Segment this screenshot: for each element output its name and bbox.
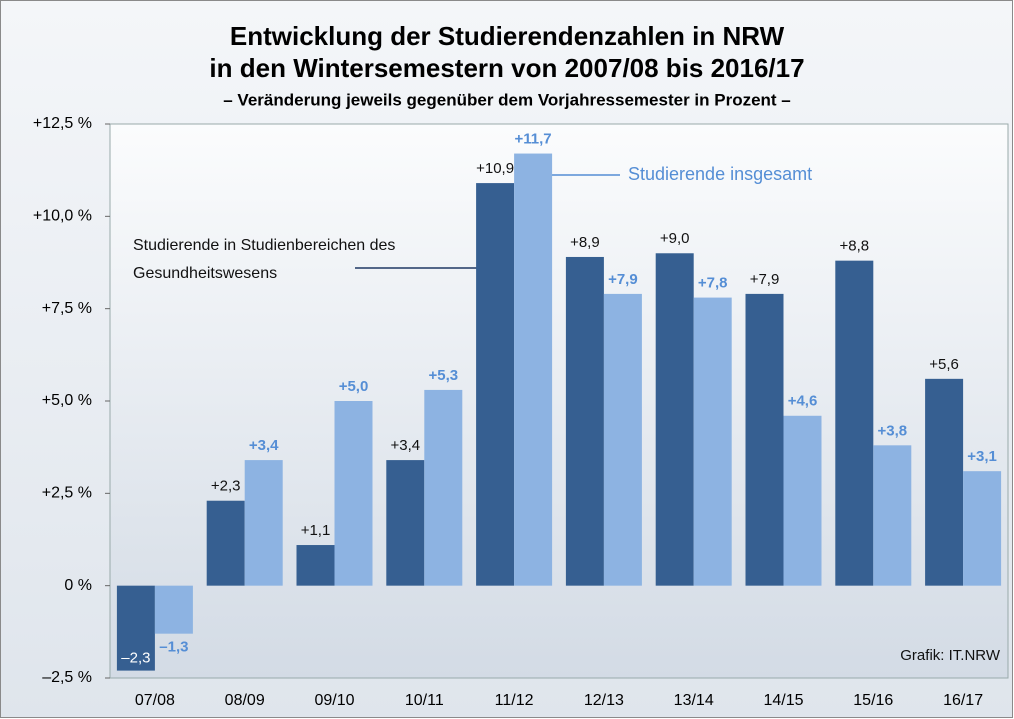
- bar: [604, 294, 642, 586]
- chart-title: in den Wintersemestern von 2007/08 bis 2…: [209, 53, 804, 83]
- bar: [566, 257, 604, 586]
- value-label: +5,3: [428, 367, 458, 384]
- bar: [245, 460, 283, 586]
- bar: [694, 298, 732, 586]
- page: Entwicklung der Studierendenzahlen in NR…: [0, 0, 1014, 719]
- bar: [656, 253, 694, 585]
- bar: [835, 261, 873, 586]
- value-label: –2,3: [121, 650, 150, 667]
- value-label: +10,9: [476, 160, 514, 177]
- x-tick-label: 10/11: [405, 692, 444, 709]
- value-label: +4,6: [788, 393, 818, 410]
- value-label: +5,6: [929, 356, 959, 373]
- value-label: +3,8: [877, 422, 907, 439]
- x-tick-label: 13/14: [674, 692, 714, 709]
- bar: [514, 154, 552, 586]
- value-label: +1,1: [301, 522, 331, 539]
- value-label: +3,1: [967, 448, 997, 465]
- bar: [386, 460, 424, 586]
- y-tick-label: +5,0 %: [42, 392, 92, 409]
- legend-label: Studierende insgesamt: [628, 164, 812, 184]
- x-tick-label: 09/10: [314, 692, 354, 709]
- bar: [925, 379, 963, 586]
- value-label: +7,8: [698, 275, 728, 292]
- bar: [746, 294, 784, 586]
- value-label: +8,9: [570, 234, 600, 251]
- y-tick-label: +10,0 %: [33, 208, 92, 225]
- credit: Grafik: IT.NRW: [900, 647, 1001, 664]
- bar: [335, 401, 373, 586]
- bar: [873, 445, 911, 585]
- chart: Entwicklung der Studierendenzahlen in NR…: [0, 0, 1014, 719]
- bar: [207, 501, 245, 586]
- value-label: +2,3: [211, 478, 241, 495]
- y-tick-label: +7,5 %: [42, 300, 92, 317]
- y-tick-label: 0 %: [64, 577, 92, 594]
- x-tick-label: 16/17: [943, 692, 983, 709]
- value-label: +7,9: [750, 271, 780, 288]
- bar: [424, 390, 462, 586]
- legend-label: Studierende in Studienbereichen des Gesu…: [133, 232, 453, 288]
- y-tick-label: +12,5 %: [33, 115, 92, 132]
- value-label: +7,9: [608, 271, 638, 288]
- y-tick-label: –2,5 %: [42, 669, 92, 686]
- value-label: +3,4: [249, 437, 279, 454]
- x-tick-label: 12/13: [584, 692, 624, 709]
- x-tick-label: 14/15: [763, 692, 803, 709]
- value-label: +8,8: [839, 238, 869, 255]
- bar: [963, 471, 1001, 585]
- value-label: +11,7: [515, 131, 552, 148]
- chart-subtitle: – Veränderung jeweils gegenüber dem Vorj…: [223, 90, 791, 109]
- bar: [297, 545, 335, 586]
- value-label: +3,4: [390, 437, 420, 454]
- y-tick-label: +2,5 %: [42, 485, 92, 502]
- chart-title: Entwicklung der Studierendenzahlen in NR…: [230, 21, 785, 51]
- value-label: –1,3: [159, 639, 188, 656]
- x-tick-label: 11/12: [495, 692, 534, 709]
- x-tick-label: 15/16: [853, 692, 893, 709]
- bar: [155, 586, 193, 634]
- value-label: +5,0: [339, 378, 369, 395]
- bar: [784, 416, 822, 586]
- bar: [476, 183, 514, 586]
- x-tick-label: 07/08: [135, 692, 175, 709]
- value-label: +9,0: [660, 230, 690, 247]
- x-tick-label: 08/09: [225, 692, 265, 709]
